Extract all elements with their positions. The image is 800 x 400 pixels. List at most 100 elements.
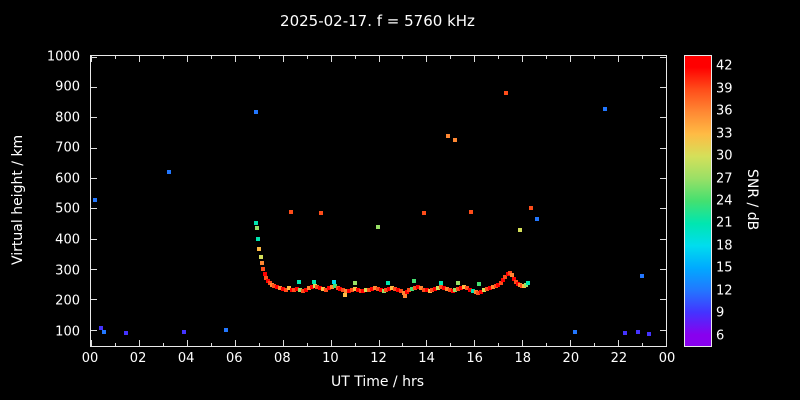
data-point xyxy=(464,286,469,291)
x-minor-tick-mark xyxy=(642,343,644,346)
x-axis-label: UT Time / hrs xyxy=(330,374,425,390)
y-tick-mark xyxy=(660,117,666,119)
x-tick-mark xyxy=(330,340,332,346)
data-point xyxy=(452,138,457,143)
data-point xyxy=(453,288,458,293)
data-point xyxy=(347,288,352,293)
colorbar-tick-labels: 42 39 36 33 30 27 24 21 18 15 12 9 6 xyxy=(716,55,746,347)
data-point xyxy=(503,275,508,280)
x-minor-tick-mark xyxy=(210,56,212,59)
data-point xyxy=(623,331,628,336)
y-tick-label: 300 xyxy=(55,263,80,279)
data-point xyxy=(387,286,392,291)
x-tick-mark xyxy=(378,340,380,346)
data-point xyxy=(318,285,323,290)
y-tick-label: 500 xyxy=(55,201,80,217)
plot-area xyxy=(90,55,667,347)
data-point xyxy=(341,288,346,293)
data-point xyxy=(525,281,530,286)
x-minor-tick-mark xyxy=(258,343,260,346)
x-tick-mark xyxy=(666,340,667,346)
x-tick-mark xyxy=(138,340,140,346)
data-point xyxy=(306,286,311,291)
x-minor-tick-mark xyxy=(114,343,116,346)
data-point xyxy=(123,330,128,335)
data-point xyxy=(283,287,288,292)
data-point xyxy=(381,289,386,294)
data-point xyxy=(459,286,464,290)
x-tick-mark xyxy=(138,56,140,62)
data-point xyxy=(412,279,417,284)
x-tick-label: 22 xyxy=(610,351,628,366)
colorbar-tick-label: 33 xyxy=(716,126,733,142)
data-point xyxy=(430,288,435,293)
colorbar xyxy=(684,55,712,347)
data-point xyxy=(422,211,427,215)
data-point xyxy=(358,288,363,293)
data-point xyxy=(416,285,421,290)
data-point xyxy=(572,330,577,335)
data-point xyxy=(367,287,372,292)
data-point xyxy=(482,288,487,293)
data-point xyxy=(289,210,294,215)
data-point xyxy=(223,328,228,333)
data-point xyxy=(477,282,482,287)
x-minor-tick-mark xyxy=(306,56,308,59)
y-tick-label: 800 xyxy=(55,110,80,126)
y-tick-mark xyxy=(660,299,666,301)
data-point xyxy=(270,283,275,288)
x-tick-mark xyxy=(330,56,332,62)
y-tick-mark xyxy=(91,177,97,179)
data-point xyxy=(344,289,349,294)
colorbar-tick-label: 36 xyxy=(716,103,733,119)
x-minor-tick-mark xyxy=(450,343,452,346)
data-point xyxy=(166,170,171,175)
data-point xyxy=(259,261,264,266)
data-point xyxy=(410,287,415,292)
colorbar-tick-label: 9 xyxy=(716,305,725,321)
data-point xyxy=(436,285,441,290)
x-minor-tick-mark xyxy=(162,56,164,59)
data-point xyxy=(319,211,324,215)
colorbar-tick-label: 12 xyxy=(716,283,733,299)
data-point xyxy=(295,286,300,291)
y-tick-mark xyxy=(660,56,666,58)
data-point xyxy=(278,286,283,291)
data-point xyxy=(514,279,519,284)
data-point xyxy=(272,283,277,288)
data-point xyxy=(332,279,337,284)
colorbar-tick-label: 6 xyxy=(716,328,725,344)
data-point xyxy=(93,197,98,202)
data-point xyxy=(501,278,506,283)
x-minor-tick-mark xyxy=(498,56,500,59)
data-point xyxy=(602,106,607,111)
chart-title: 2025-02-17. f = 5760 kHz xyxy=(280,12,475,30)
data-point xyxy=(473,289,478,294)
x-tick-label: 00 xyxy=(658,351,676,366)
colorbar-tick-label: 27 xyxy=(716,171,733,187)
y-tick-labels: 100 200 300 400 500 600 700 800 900 1000 xyxy=(0,49,85,347)
data-point xyxy=(468,210,473,215)
y-tick-label: 700 xyxy=(55,140,80,156)
y-tick-mark xyxy=(91,56,97,58)
y-tick-mark xyxy=(660,147,666,149)
data-point xyxy=(386,280,391,285)
data-point xyxy=(517,228,522,232)
data-point xyxy=(258,254,263,259)
x-minor-tick-mark xyxy=(546,56,548,59)
data-point xyxy=(102,330,107,335)
x-minor-tick-mark xyxy=(114,56,116,59)
x-tick-mark xyxy=(234,340,236,346)
data-point xyxy=(450,289,455,294)
data-point xyxy=(433,286,438,291)
data-point xyxy=(315,284,320,289)
data-point xyxy=(528,205,533,210)
data-point xyxy=(311,280,316,285)
colorbar-tick-label: 24 xyxy=(716,193,733,209)
data-point xyxy=(390,286,395,290)
data-point xyxy=(404,289,409,294)
x-tick-label: 02 xyxy=(129,351,147,366)
colorbar-tick-label: 39 xyxy=(716,81,733,97)
y-tick-mark xyxy=(91,238,97,240)
x-minor-tick-mark xyxy=(402,56,404,59)
